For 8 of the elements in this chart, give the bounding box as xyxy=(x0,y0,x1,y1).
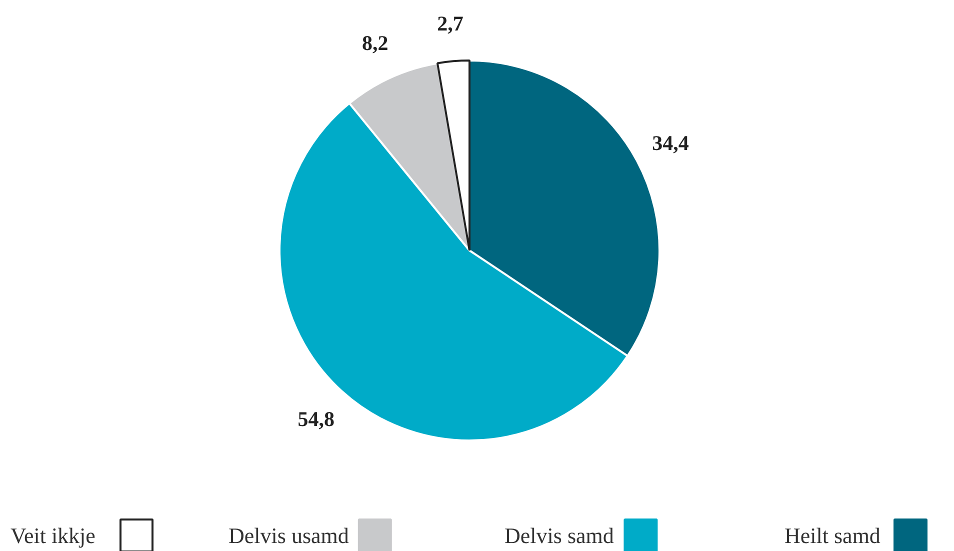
legend-label: Heilt samd xyxy=(784,523,880,548)
legend-label: Delvis usamd xyxy=(228,523,349,548)
legend-label: Veit ikkje xyxy=(10,523,96,548)
data-label: 8,2 xyxy=(362,30,388,55)
legend-label: Delvis samd xyxy=(504,523,614,548)
data-label: 54,8 xyxy=(298,407,335,432)
data-label: 34,4 xyxy=(652,130,690,155)
data-label: 2,7 xyxy=(437,11,464,36)
